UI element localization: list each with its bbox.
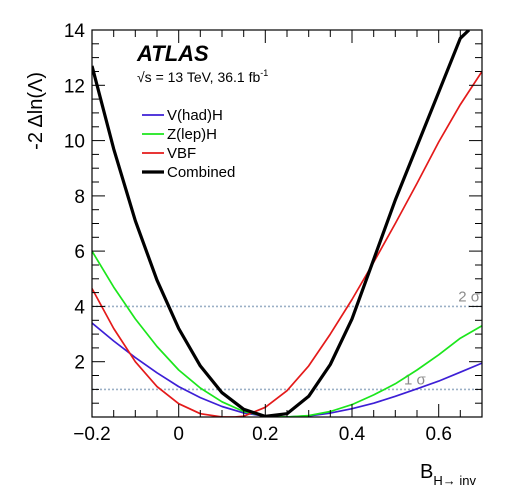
legend-label: Combined [167,164,235,181]
x-axis-title-sub: H→ inv [433,473,476,488]
series-line [92,71,482,417]
y-tick-label: 12 [64,76,85,97]
legend: V(had)H Z(lep)H VBF Combined [142,107,235,181]
energy-superscript: -1 [260,68,268,78]
reference-label: 2 σ [458,288,481,305]
x-tick-label: 0.2 [252,424,278,445]
y-tick-label: 8 [74,187,85,208]
x-tick-label: 0.6 [425,424,451,445]
energy-label: √s = 13 TeV, 36.1 fb-1 [137,68,268,85]
y-tick-label: 14 [64,21,86,42]
x-axis-title-main: B [420,461,433,483]
series-curves [92,30,482,417]
y-tick-label: 4 [74,297,85,318]
x-axis: −0.2 0 0.2 0.4 0.6 [73,30,483,445]
y-axis: 2 4 6 8 10 12 14 [64,21,482,418]
y-tick-label: 10 [64,132,85,153]
y-tick-label: 6 [74,242,85,263]
x-tick-label: 0.4 [339,424,366,445]
x-axis-title: BH→ inv [420,461,476,488]
legend-label: Z(lep)H [167,126,217,143]
y-axis-title: -2 Δln(Λ) [25,72,47,150]
series-line [92,250,482,417]
legend-label: VBF [167,145,196,162]
series-line [92,30,471,417]
x-tick-label: −0.2 [73,424,111,445]
legend-label: V(had)H [167,107,223,124]
experiment-label: ATLAS [136,41,209,66]
series-line [92,322,482,417]
x-tick-label: 0 [173,424,184,445]
energy-text: √s = 13 TeV, 36.1 fb [137,69,260,85]
y-tick-label: 2 [74,353,85,374]
plot-frame [91,29,483,418]
